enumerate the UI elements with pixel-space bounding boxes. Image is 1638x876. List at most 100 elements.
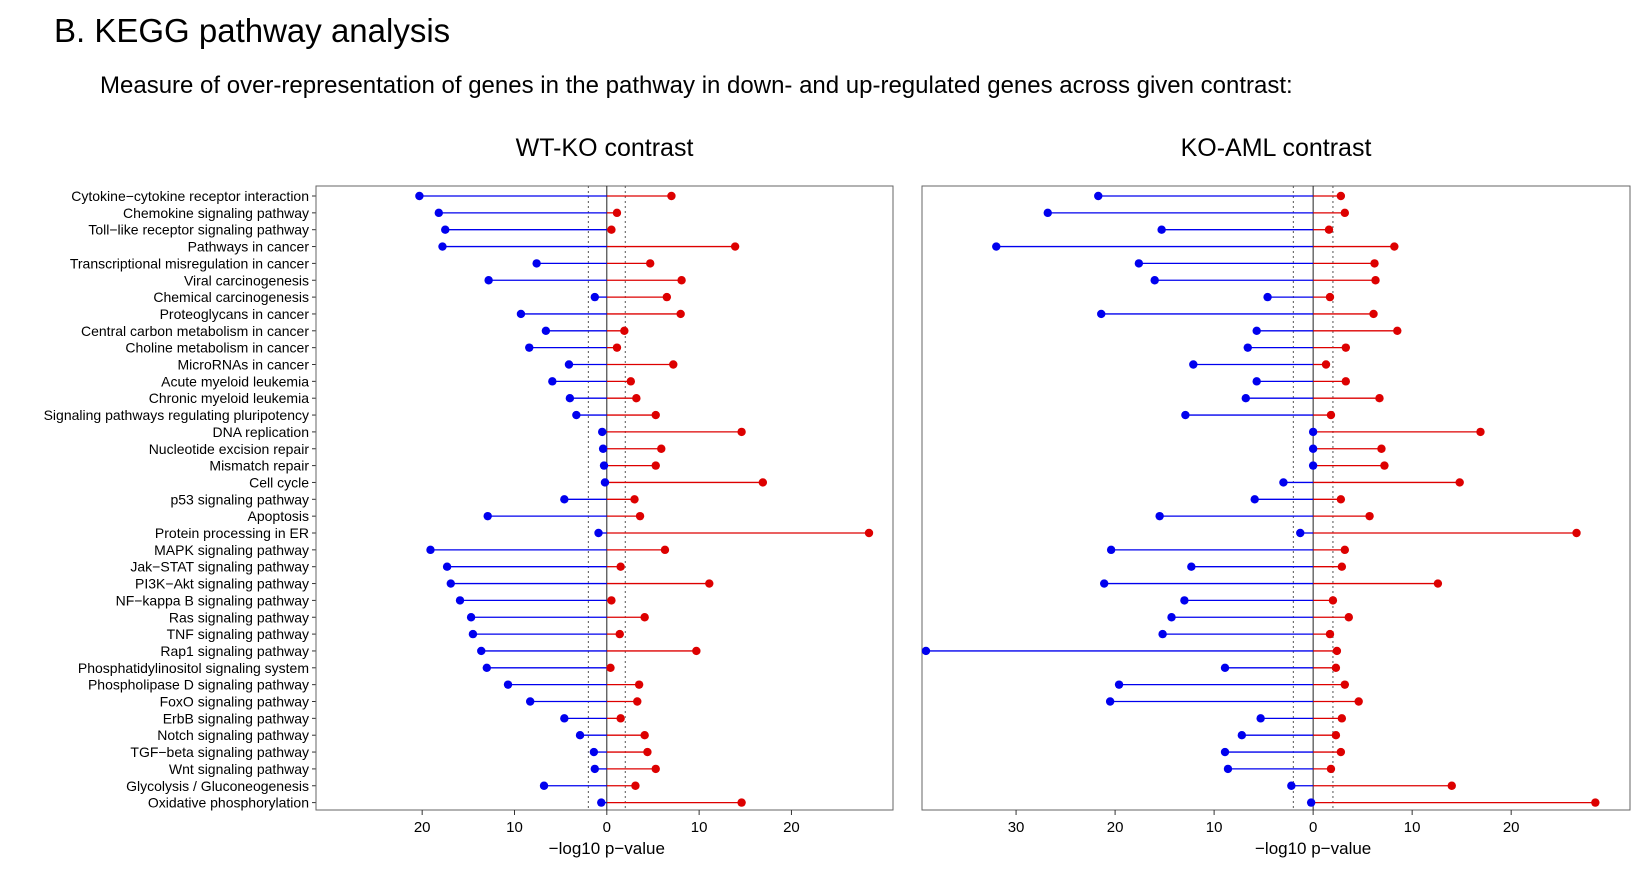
up-point [1326, 764, 1336, 774]
pathway-label: Signaling pathways regulating pluripoten… [44, 407, 309, 423]
down-point [1099, 579, 1109, 588]
down-point [525, 697, 535, 706]
up-point [758, 478, 768, 487]
up-point [626, 377, 636, 386]
pathway-label: Transcriptional misregulation in cancer [70, 255, 309, 271]
up-point [657, 444, 666, 453]
x-tick-label: 20 [1107, 819, 1124, 836]
up-point [1337, 562, 1347, 571]
down-point [1220, 663, 1230, 672]
x-tick-label: 20 [1503, 819, 1520, 836]
up-point [616, 714, 625, 723]
down-point [1189, 360, 1198, 369]
down-point [1167, 613, 1176, 622]
pathway-label: Glycolysis / Gluconeogenesis [126, 778, 309, 794]
up-point [1354, 697, 1363, 706]
up-point [1390, 242, 1399, 251]
down-point [597, 427, 607, 437]
down-point [446, 579, 455, 588]
down-point [560, 714, 569, 723]
down-point [516, 309, 526, 319]
pathway-label: Apoptosis [248, 508, 309, 524]
up-point [1370, 259, 1379, 268]
up-point [620, 326, 629, 335]
down-point [564, 360, 574, 369]
down-point [442, 562, 452, 571]
down-point [565, 394, 575, 403]
up-point [1591, 798, 1600, 807]
pathway-label: TNF signaling pathway [167, 626, 309, 642]
down-point [1252, 326, 1261, 335]
down-point [1308, 427, 1318, 437]
down-point [1220, 747, 1230, 757]
down-point [599, 461, 609, 470]
pathway-label: Toll−like receptor signaling pathway [88, 222, 309, 238]
up-point [630, 495, 639, 504]
pathway-label: Protein processing in ER [155, 525, 309, 541]
pathway-label: Chronic myeloid leukemia [149, 390, 310, 406]
down-point [1308, 444, 1318, 453]
x-axis-label: −log10 p−value [549, 839, 665, 858]
x-tick-label: 10 [1206, 819, 1223, 836]
up-point [1455, 478, 1464, 487]
down-point [1296, 528, 1305, 538]
up-point [1331, 663, 1341, 672]
down-point [594, 528, 603, 538]
up-point [1447, 781, 1456, 790]
down-point [1150, 276, 1159, 285]
x-tick-label: 0 [1309, 819, 1317, 836]
plot-frame [921, 185, 1631, 811]
pathway-label: Acute myeloid leukemia [161, 373, 309, 389]
down-point [1106, 545, 1116, 555]
pathway-label: Ras signaling pathway [169, 609, 309, 625]
down-point [1187, 562, 1196, 571]
pathway-label: Pathways in cancer [188, 239, 310, 255]
down-point [483, 511, 492, 521]
down-point [1180, 596, 1189, 605]
x-tick-label: 20 [414, 819, 431, 836]
up-point [1341, 377, 1351, 386]
up-point [1340, 545, 1350, 555]
down-point [503, 680, 513, 689]
down-point [455, 596, 465, 605]
up-point [1332, 646, 1342, 656]
pathway-label: MicroRNAs in cancer [178, 357, 310, 373]
pathway-label: TGF−beta signaling pathway [130, 744, 309, 760]
down-point [1256, 714, 1265, 723]
pathway-label: NF−kappa B signaling pathway [116, 592, 309, 608]
up-point [1369, 309, 1378, 319]
up-point [616, 562, 625, 571]
x-axis-label: −log10 p−value [1255, 839, 1371, 858]
pathway-label: p53 signaling pathway [170, 491, 309, 507]
up-point [660, 545, 670, 555]
up-point [640, 613, 649, 622]
down-point [1306, 798, 1316, 807]
down-point [434, 208, 443, 218]
plot-frame [315, 185, 894, 811]
down-point [1105, 697, 1115, 706]
down-point [1114, 680, 1124, 689]
down-point [590, 292, 600, 302]
pathway-label: Central carbon metabolism in cancer [81, 323, 309, 339]
up-point [651, 764, 660, 774]
up-point [1336, 747, 1346, 757]
down-point [1043, 208, 1052, 218]
pathway-label: Nucleotide excision repair [149, 441, 310, 457]
up-point [1341, 343, 1351, 352]
up-point [1336, 495, 1346, 504]
up-point [705, 579, 714, 588]
up-point [612, 208, 622, 218]
up-point [606, 663, 615, 672]
pathway-label: Cytokine−cytokine receptor interaction [71, 188, 309, 204]
down-point [589, 747, 599, 757]
up-point [607, 596, 616, 605]
down-point [560, 495, 569, 504]
pathway-label: Wnt signaling pathway [169, 761, 309, 777]
pathway-label: Choline metabolism in cancer [125, 340, 309, 356]
up-point [662, 292, 672, 302]
down-point [484, 276, 493, 285]
up-point [1326, 410, 1336, 420]
down-point [548, 377, 557, 386]
up-point [1340, 680, 1350, 689]
